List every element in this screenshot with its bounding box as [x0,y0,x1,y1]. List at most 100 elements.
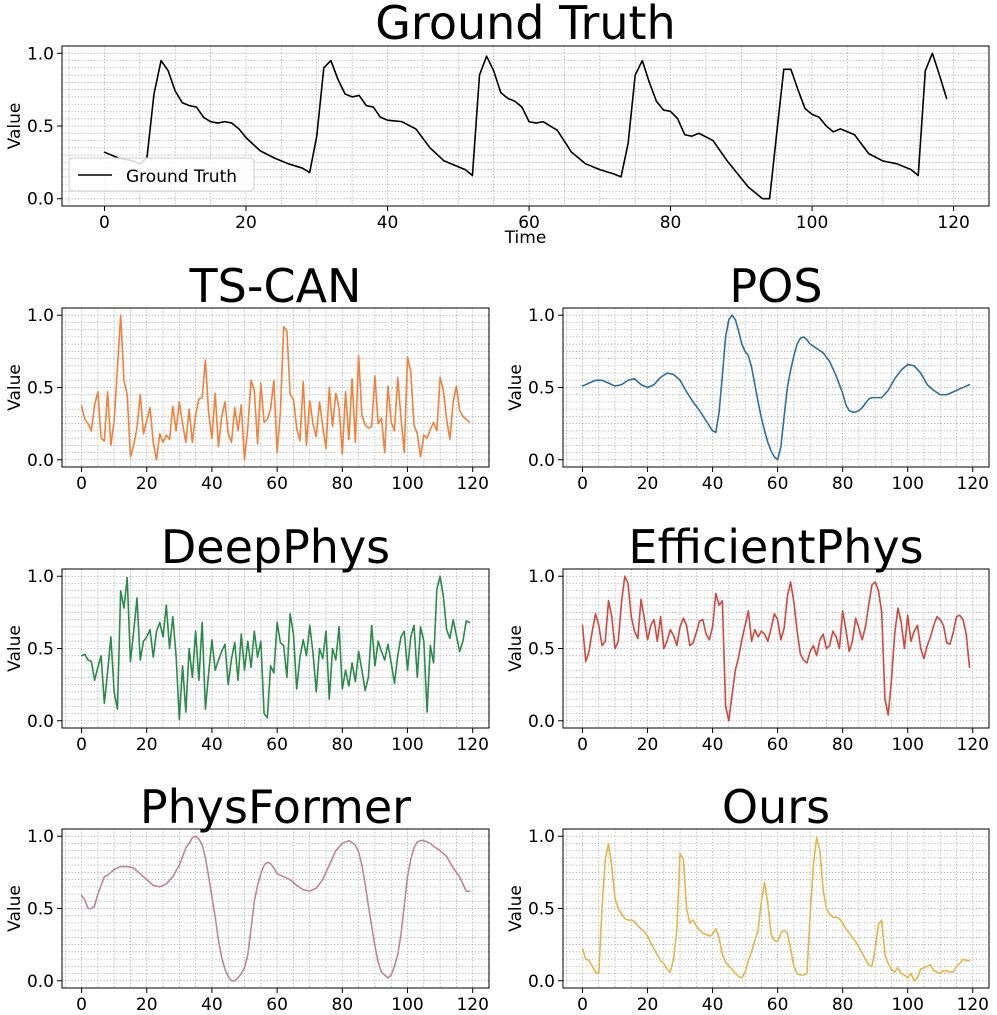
y-tick-label: 0.5 [27,900,54,920]
x-tick-label: 0 [577,735,588,755]
chart-title: TS-CAN [189,259,362,313]
x-tick-label: 100 [796,213,828,233]
x-axis-label: Time [504,228,547,248]
grid [62,307,490,468]
x-tick-label: 120 [937,213,969,233]
x-tick-label: 60 [518,213,540,233]
x-tick-label: 20 [136,735,158,755]
x-tick-label: 80 [332,474,354,494]
grid [62,828,490,989]
chart-title: Ours [722,780,830,834]
x-tick-label: 120 [957,995,989,1015]
x-tick-label: 120 [456,735,488,755]
chart-title: EfficientPhys [628,520,923,574]
x-tick-label: 20 [637,474,659,494]
x-tick-label: 100 [891,474,923,494]
y-tick-label: 0.5 [27,117,54,137]
panel-ours: 0 20 40 60 80 100 120 0.0 0.5 1.0 Value Ours [506,780,990,1015]
series-line-tscan [80,314,471,461]
y-tick-label: 0.0 [528,451,555,471]
x-tick-label: 20 [637,995,659,1015]
x-tick-label: 60 [266,735,288,755]
x-tick-label: 80 [832,995,854,1015]
x-tick-label: 60 [767,474,789,494]
y-axis-label: Value [5,103,25,150]
y-tick-label: 0.5 [27,640,54,660]
x-tick-label: 40 [702,474,724,494]
grid [563,568,990,729]
y-tick-label: 1.0 [528,306,555,326]
series-line-gt [103,52,948,200]
panel-physformer: 0 20 40 60 80 100 120 0.0 0.5 1.0 Value PhysFormer [5,780,490,1015]
x-tick-label: 0 [577,474,588,494]
x-tick-label: 20 [136,995,158,1015]
y-axis-label: Value [506,364,526,411]
x-tick-label: 60 [767,735,789,755]
y-tick-label: 0.5 [27,379,54,399]
grid [563,828,990,989]
x-tick-label: 100 [391,474,423,494]
x-tick-label: 100 [391,735,423,755]
series-line-ours [581,836,971,982]
y-tick-label: 1.0 [27,567,54,587]
grid [563,307,990,468]
x-tick-label: 20 [637,735,659,755]
x-tick-label: 80 [332,995,354,1015]
x-tick-label: 20 [235,213,257,233]
x-tick-label: 0 [99,213,110,233]
x-tick-label: 80 [832,474,854,494]
x-tick-label: 120 [456,474,488,494]
series-line-efficientphys [581,575,971,722]
panel-pos: 0 20 40 60 80 100 120 0.0 0.5 1.0 Value POS [506,259,990,494]
x-tick-label: 20 [136,474,158,494]
y-axis-label: Value [5,364,25,411]
x-tick-label: 80 [832,735,854,755]
x-tick-label: 0 [76,735,87,755]
panel-gt: 0 20 40 60 80 100 120 0.0 0.5 1.0 Value Time Ground … [5,0,990,248]
x-tick-label: 80 [332,735,354,755]
y-axis-label: Value [5,885,25,932]
y-tick-label: 0.0 [528,972,555,992]
y-tick-label: 0.5 [528,900,555,920]
y-tick-label: 1.0 [27,44,54,64]
y-axis-label: Value [506,625,526,672]
series-line-deepphys [80,575,471,721]
x-tick-label: 40 [702,995,724,1015]
y-tick-label: 1.0 [27,827,54,847]
series-line-pos [581,314,971,461]
y-tick-label: 0.5 [528,640,555,660]
y-axis-label: Value [506,885,526,932]
x-tick-label: 60 [266,995,288,1015]
y-tick-label: 0.0 [528,712,555,732]
series-line-physformer [80,835,471,982]
chart-title: PhysFormer [140,780,411,834]
chart-title: Ground Truth [375,0,675,50]
y-tick-label: 1.0 [528,567,555,587]
y-tick-label: 1.0 [27,306,54,326]
y-tick-label: 0.0 [27,712,54,732]
x-tick-label: 40 [201,735,223,755]
x-tick-label: 40 [201,474,223,494]
x-tick-label: 80 [660,213,682,233]
legend-box [68,157,255,192]
x-tick-label: 120 [957,735,989,755]
y-tick-label: 0.0 [27,190,54,210]
x-tick-label: 0 [76,474,87,494]
x-tick-label: 40 [201,995,223,1015]
x-tick-label: 120 [957,474,989,494]
panel-deepphys: 0 20 40 60 80 100 120 0.0 0.5 1.0 Value DeepPhys [5,520,490,755]
y-axis-label: Value [5,625,25,672]
x-tick-label: 0 [577,995,588,1015]
x-tick-label: 40 [702,735,724,755]
x-tick-label: 100 [391,995,423,1015]
legend-label: Ground Truth [126,167,237,187]
y-tick-label: 0.5 [528,379,555,399]
legend: Ground Truth [68,157,255,192]
x-tick-label: 120 [456,995,488,1015]
x-tick-label: 60 [767,995,789,1015]
y-tick-label: 0.0 [27,972,54,992]
x-tick-label: 40 [377,213,399,233]
x-tick-label: 60 [266,474,288,494]
y-tick-label: 1.0 [528,827,555,847]
